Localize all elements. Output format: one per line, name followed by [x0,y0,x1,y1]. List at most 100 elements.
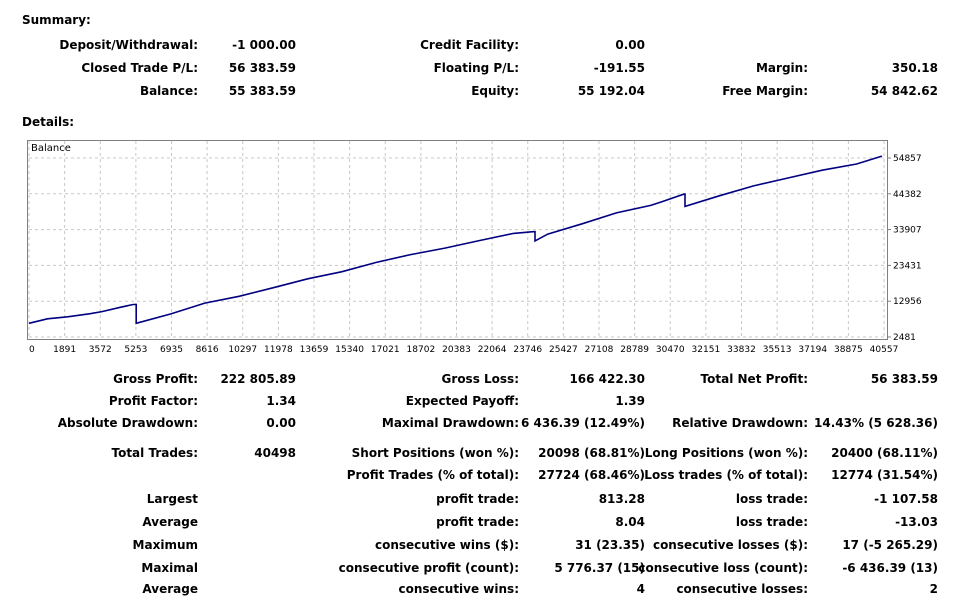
stat-label-right: loss trade: [735,492,808,506]
y-tick-label: 33907 [893,226,922,236]
stat-value-right: 14.43% (5 628.36) [814,416,938,430]
stat-value-right: 2 [929,582,938,596]
stat-label-right: loss trade: [735,515,808,529]
x-tick-label: 38875 [834,345,863,355]
x-tick-label: 40557 [870,345,899,355]
stat-label-left: Absolute Drawdown: [57,416,198,430]
stat-value-right: -6 436.39 (13) [842,561,938,575]
y-tick-label: 12956 [893,297,922,307]
chart-legend: Balance [31,143,71,154]
margin-label: Margin: [755,61,808,75]
stat-value-right: -13.03 [895,515,938,529]
stat-label-right: consecutive losses: [676,582,808,596]
x-tick-label: 28789 [620,345,649,355]
x-tick-label: 13659 [300,345,329,355]
stat-label-mid: profit trade: [436,492,519,506]
stat-value-mid: 4 [636,582,645,596]
margin-value: 350.18 [891,61,938,75]
closed-trade-pl-label: Closed Trade P/L: [81,61,198,75]
deposit-withdrawal-value: -1 000.00 [232,38,296,52]
stat-label-mid: consecutive profit (count): [338,561,519,575]
balance-series-line [28,155,883,325]
balance-label: Balance: [139,84,198,98]
stat-label-mid: profit trade: [436,515,519,529]
equity-value: 55 192.04 [577,84,645,98]
stat-value-mid: 6 436.39 (12.49%) [521,416,645,430]
stat-label-mid: Maximal Drawdown: [381,416,519,430]
x-tick-label: 18702 [407,345,436,355]
stat-value-mid: 1.39 [615,394,645,408]
x-tick-label: 8616 [196,345,219,355]
x-tick-label: 20383 [442,345,471,355]
x-tick-label: 32151 [692,345,721,355]
y-tick-label: 54857 [893,154,922,164]
stat-label-mid: consecutive wins: [398,582,519,596]
x-tick-label: 10297 [228,345,257,355]
balance-chart: Balance [27,140,888,340]
details-title: Details: [22,115,75,129]
x-tick-label: 27108 [585,345,614,355]
free-margin-label: Free Margin: [722,84,808,98]
stat-label-left: Largest [146,492,198,506]
x-tick-label: 3572 [89,345,112,355]
stat-label-right: Total Net Profit: [700,372,808,386]
x-tick-label: 22064 [478,345,507,355]
x-tick-label: 15340 [335,345,364,355]
stat-label-mid: Short Positions (won %): [351,446,519,460]
credit-facility-label: Credit Facility: [420,38,519,52]
equity-label: Equity: [471,84,519,98]
stat-label-left: Profit Factor: [108,394,198,408]
stat-value-right: 12774 (31.54%) [831,468,938,482]
stat-label-right: Long Positions (won %): [644,446,808,460]
x-tick-label: 5253 [124,345,147,355]
stat-label-left: Average [142,582,198,596]
stat-label-right: Relative Drawdown: [672,416,808,430]
x-tick-label: 30470 [656,345,685,355]
x-tick-label: 11978 [264,345,293,355]
stat-value-mid: 31 (23.35) [575,538,645,552]
stat-label-mid: Profit Trades (% of total): [346,468,519,482]
stat-label-mid: Expected Payoff: [405,394,519,408]
stat-value-mid: 20098 (68.81%) [538,446,645,460]
x-tick-label: 35513 [763,345,792,355]
summary-title: Summary: [22,13,91,27]
balance-value: 55 383.59 [228,84,296,98]
floating-pl-value: -191.55 [593,61,645,75]
stat-value-right: 56 383.59 [870,372,938,386]
stat-label-left: Maximum [132,538,198,552]
stat-value-mid: 166 422.30 [569,372,645,386]
y-tick-label: 44382 [893,190,922,200]
stat-label-left: Total Trades: [111,446,198,460]
stat-value-left: 0.00 [266,416,296,430]
stat-label-right: consecutive losses ($): [652,538,808,552]
x-tick-label: 37194 [798,345,827,355]
x-tick-label: 6935 [160,345,183,355]
floating-pl-label: Floating P/L: [433,61,519,75]
x-tick-label: 25427 [549,345,578,355]
y-tick-label: 2481 [893,333,916,343]
x-tick-label: 17021 [371,345,400,355]
stat-label-left: Maximal [141,561,198,575]
stat-value-left: 1.34 [266,394,296,408]
stat-value-right: 17 (-5 265.29) [842,538,938,552]
stat-value-left: 222 805.89 [220,372,296,386]
stat-label-right: consecutive loss (count): [638,561,808,575]
stat-label-mid: consecutive wins ($): [374,538,519,552]
stat-label-right: Loss trades (% of total): [644,468,808,482]
stat-value-mid: 5 776.37 (15) [554,561,645,575]
balance-chart-svg: 2481 12956 23431 33907 44382 54857 0 1891 3572 52… [28,141,922,355]
y-tick-label: 23431 [893,261,922,271]
x-tick-label: 33832 [727,345,756,355]
deposit-withdrawal-label: Deposit/Withdrawal: [59,38,198,52]
free-margin-value: 54 842.62 [870,84,938,98]
closed-trade-pl-value: 56 383.59 [228,61,296,75]
stat-value-mid: 813.28 [598,492,645,506]
stat-label-left: Average [142,515,198,529]
credit-facility-value: 0.00 [615,38,645,52]
x-tick-label: 0 [29,345,35,355]
x-tick-label: 23746 [513,345,542,355]
x-tick-label: 1891 [53,345,76,355]
stat-value-mid: 27724 (68.46%) [538,468,645,482]
stat-value-mid: 8.04 [615,515,645,529]
stat-value-left: 40498 [254,446,296,460]
